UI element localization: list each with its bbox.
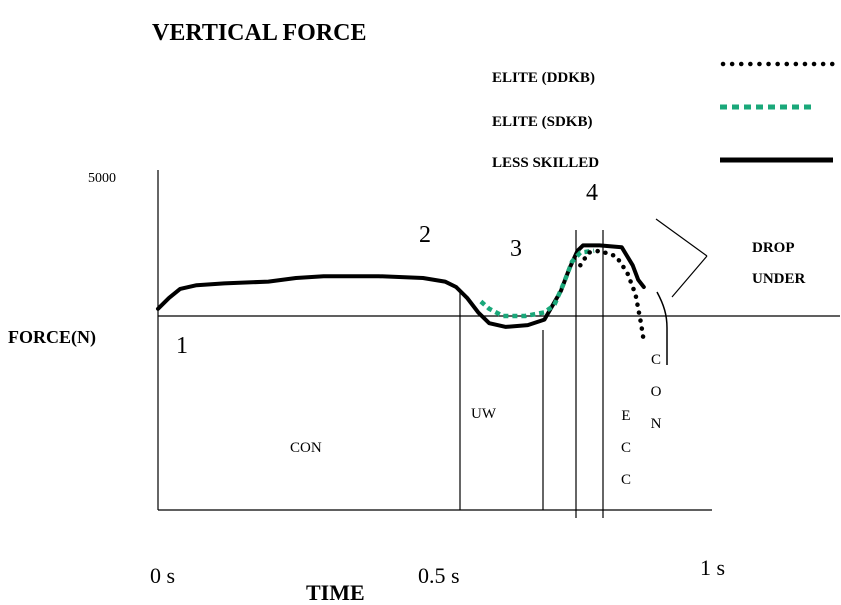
chart-title: VERTICAL FORCE [152, 20, 367, 46]
phase-label-ecc-vertical: E C C [554, 408, 634, 484]
callout-line-drop: DROP [752, 240, 794, 256]
drop-under-tail [656, 291, 668, 365]
phase-dividers [459, 230, 604, 518]
series-elite-sdkb [479, 248, 595, 319]
phase-number-3: 3 [510, 236, 522, 262]
x-axis-label: TIME [306, 580, 365, 605]
phase-label-con: CON [290, 440, 322, 456]
phase-number-2: 2 [419, 222, 431, 248]
series-less-skilled [156, 243, 646, 329]
legend-label-less-skilled: LESS SKILLED [492, 155, 599, 171]
callout-line-under: UNDER [752, 271, 806, 287]
callout-pointer-lower [671, 255, 708, 298]
y-tick-label-5000: 5000 [88, 171, 116, 186]
y-axis-label: FORCE(N) [8, 327, 96, 348]
legend-label-elite-ddkb: ELITE (DDKB) [492, 70, 595, 86]
drop-under-callout: DROP UNDER [655, 218, 806, 365]
phase-label-ecc: E C C [554, 408, 634, 484]
callout-pointer-upper [655, 218, 708, 257]
phase-number-4: 4 [586, 180, 598, 206]
phase-number-1: 1 [176, 333, 188, 359]
callout-drop-under: DROP UNDER [752, 240, 806, 287]
series-layer [156, 243, 647, 344]
x-tick-label-1s: 1 s [700, 555, 725, 580]
x-tick-label-0s: 0 s [150, 563, 175, 588]
legend-label-elite-sdkb: ELITE (SDKB) [492, 114, 592, 130]
x-tick-label-05s: 0.5 s [418, 563, 460, 588]
legend: ELITE (DDKB) ELITE (SDKB) LESS SKILLED [492, 61, 841, 171]
phase-label-uw: UW [471, 406, 497, 422]
series-elite-ddkb [578, 248, 647, 344]
